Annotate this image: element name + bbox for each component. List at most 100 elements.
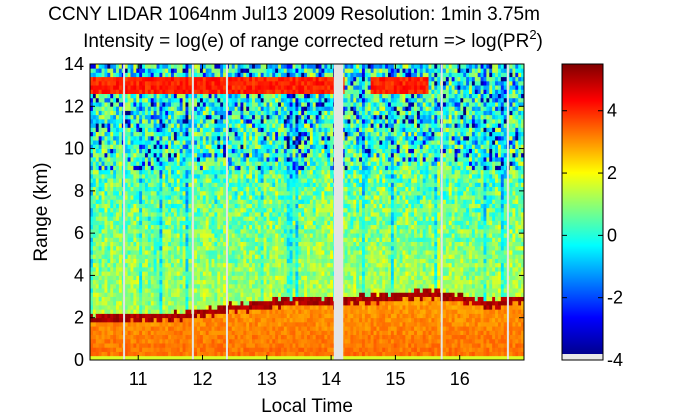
- heatmap-cell: [220, 135, 224, 141]
- heatmap-cell: [289, 207, 293, 213]
- heatmap-cell: [214, 186, 218, 192]
- heatmap-cell: [208, 334, 212, 340]
- heatmap-cell: [283, 199, 288, 204]
- heatmap-cell: [240, 228, 244, 234]
- heatmap-cell: [217, 266, 221, 272]
- heatmap-cell: [153, 224, 157, 230]
- heatmap-cell: [217, 313, 221, 319]
- heatmap-cell: [147, 292, 152, 297]
- heatmap-cell: [159, 173, 163, 179]
- heatmap-cell: [118, 224, 123, 230]
- heatmap-cell: [211, 288, 215, 293]
- heatmap-cell: [182, 182, 186, 188]
- heatmap-cell: [202, 97, 207, 103]
- heatmap-cell: [107, 296, 111, 302]
- heatmap-cell: [275, 300, 279, 306]
- heatmap-cell: [243, 283, 247, 289]
- heatmap-cell: [272, 102, 276, 107]
- heatmap-cell: [266, 140, 270, 145]
- heatmap-cell: [275, 97, 279, 103]
- heatmap-cell: [234, 228, 238, 234]
- heatmap-cell: [234, 106, 238, 111]
- heatmap-cell: [220, 182, 224, 188]
- heatmap-cell: [188, 338, 192, 344]
- heatmap-cell: [283, 220, 288, 226]
- heatmap-cell: [280, 207, 285, 213]
- heatmap-cell: [173, 152, 178, 158]
- heatmap-cell: [101, 262, 105, 268]
- heatmap-cell: [234, 216, 238, 221]
- heatmap-cell: [139, 313, 143, 319]
- heatmap-cell: [228, 351, 233, 357]
- heatmap-cell: [275, 64, 279, 69]
- heatmap-cell: [283, 288, 288, 293]
- heatmap-cell: [197, 250, 201, 255]
- heatmap-cell: [118, 102, 123, 107]
- heatmap-cell: [237, 182, 241, 188]
- heatmap-cell: [280, 288, 285, 293]
- heatmap-cell: [176, 64, 181, 69]
- heatmap-cell: [278, 250, 282, 255]
- heatmap-cell: [127, 178, 131, 183]
- heatmap-cell: [272, 89, 276, 94]
- heatmap-cell: [98, 262, 102, 268]
- heatmap-cell: [254, 152, 259, 158]
- heatmap-cell: [162, 144, 166, 149]
- heatmap-cell: [185, 347, 189, 352]
- heatmap-cell: [168, 326, 172, 331]
- heatmap-cell: [217, 334, 221, 340]
- heatmap-cell: [92, 224, 97, 230]
- heatmap-cell: [199, 355, 204, 360]
- heatmap-cell: [159, 321, 163, 327]
- heatmap-cell: [254, 140, 259, 145]
- heatmap-cell: [90, 169, 94, 175]
- heatmap-cell: [116, 296, 120, 302]
- heatmap-cell: [176, 148, 181, 154]
- heatmap-cell: [118, 203, 123, 209]
- heatmap-cell: [165, 343, 169, 348]
- heatmap-cell: [188, 258, 192, 264]
- heatmap-cell: [275, 186, 279, 192]
- heatmap-cell: [113, 80, 117, 86]
- heatmap-cell: [144, 262, 149, 268]
- heatmap-cell: [118, 76, 123, 82]
- heatmap-cell: [283, 157, 288, 162]
- heatmap-cell: [208, 237, 212, 242]
- heatmap-cell: [153, 245, 157, 251]
- heatmap-cell: [289, 97, 293, 103]
- heatmap-cell: [286, 330, 291, 336]
- heatmap-cell: [150, 135, 155, 141]
- heatmap-cell: [101, 76, 105, 82]
- heatmap-cell: [217, 351, 221, 357]
- heatmap-cell: [263, 250, 267, 255]
- heatmap-cell: [185, 317, 189, 323]
- heatmap-cell: [272, 165, 276, 171]
- heatmap-cell: [90, 123, 94, 128]
- heatmap-cell: [185, 245, 189, 251]
- heatmap-cell: [249, 283, 253, 289]
- heatmap-cell: [289, 317, 293, 323]
- heatmap-cell: [254, 258, 259, 264]
- heatmap-cell: [269, 283, 273, 289]
- heatmap-cell: [240, 288, 244, 293]
- heatmap-cell: [240, 85, 244, 90]
- heatmap-cell: [179, 220, 183, 226]
- heatmap-cell: [156, 64, 160, 69]
- heatmap-cell: [171, 140, 175, 145]
- heatmap-cell: [144, 123, 149, 128]
- heatmap-cell: [110, 288, 114, 293]
- heatmap-cell: [289, 110, 293, 116]
- heatmap-cell: [185, 330, 189, 336]
- heatmap-cell: [101, 97, 105, 103]
- heatmap-cell: [179, 241, 183, 247]
- heatmap-cell: [208, 148, 212, 154]
- heatmap-cell: [90, 199, 94, 204]
- heatmap-cell: [269, 165, 273, 171]
- heatmap-cell: [179, 330, 183, 336]
- heatmap-cell: [110, 351, 114, 357]
- heatmap-cell: [280, 317, 285, 323]
- heatmap-cell: [165, 93, 169, 99]
- heatmap-cell: [95, 165, 100, 171]
- heatmap-cell: [179, 140, 183, 145]
- heatmap-cell: [156, 326, 160, 331]
